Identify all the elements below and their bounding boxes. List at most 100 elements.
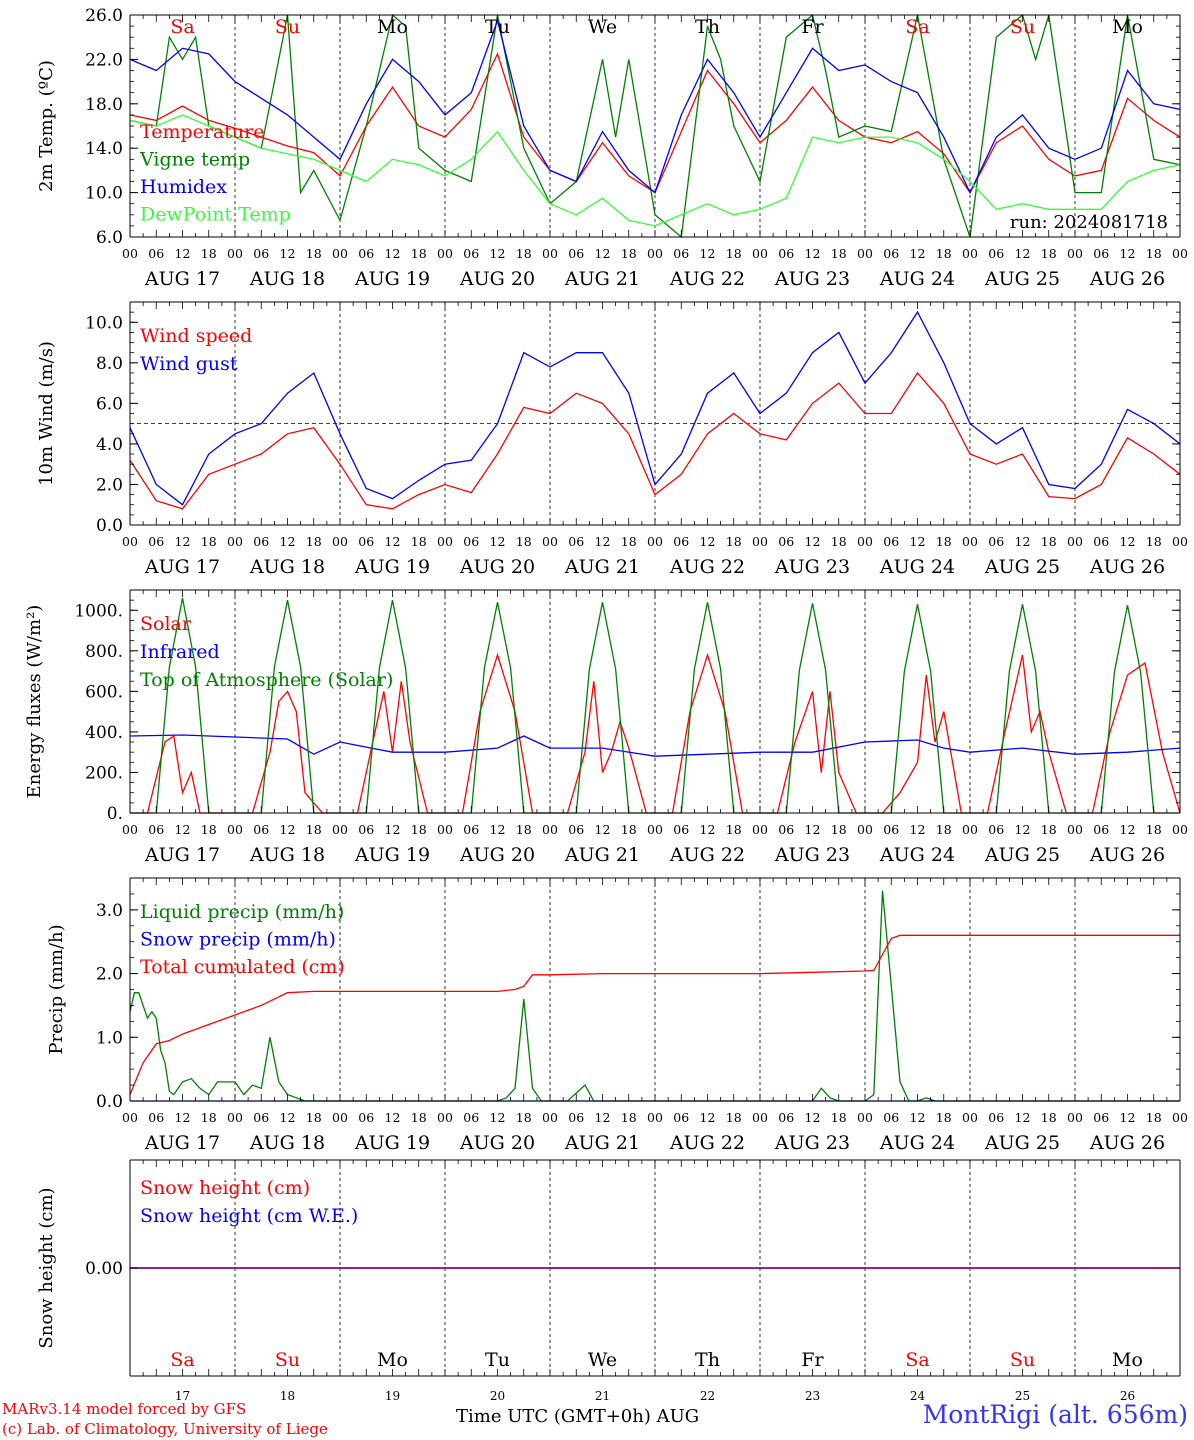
x-hour-label: 06 (148, 1110, 164, 1125)
x-hour-label: 06 (883, 246, 899, 261)
x-hour-label: 12 (910, 822, 926, 837)
x-hour-label: 18 (621, 246, 637, 261)
y-axis-label: Snow height (cm) (36, 1187, 57, 1348)
x-hour-label: 06 (988, 822, 1004, 837)
x-hour-label: 12 (595, 822, 611, 837)
x-hour-label: 18 (936, 534, 952, 549)
y-tick-label: 14.0 (85, 139, 123, 159)
y-tick-label: 2.0 (96, 475, 123, 495)
x-date-label: AUG 26 (1089, 268, 1165, 290)
x-hour-label: 12 (175, 822, 191, 837)
y-tick-label: 6.0 (96, 394, 123, 414)
x-hour-label: 18 (936, 822, 952, 837)
x-hour-label: 12 (595, 1110, 611, 1125)
x-hour-label: 00 (1172, 822, 1188, 837)
weekday-label: Th (695, 1349, 720, 1371)
day-number-label: 21 (595, 1389, 610, 1403)
x-hour-label: 12 (805, 822, 821, 837)
x-hour-label: 18 (621, 534, 637, 549)
x-hour-label: 18 (726, 246, 742, 261)
x-hour-label: 06 (778, 246, 794, 261)
x-hour-label: 12 (280, 534, 296, 549)
x-hour-label: 12 (1015, 246, 1031, 261)
x-hour-label: 18 (1146, 1110, 1162, 1125)
x-date-label: AUG 23 (774, 844, 850, 866)
x-date-label: AUG 20 (459, 556, 535, 578)
weekday-label: Th (695, 16, 720, 38)
x-hour-label: 00 (122, 1110, 138, 1125)
x-hour-label: 18 (306, 534, 322, 549)
x-date-label: AUG 23 (774, 1132, 850, 1154)
x-hour-label: 18 (1041, 1110, 1057, 1125)
x-hour-label: 06 (883, 822, 899, 837)
legend-entry: Infrared (140, 641, 220, 663)
x-hour-label: 00 (857, 822, 873, 837)
x-hour-label: 00 (962, 246, 978, 261)
series-line-infrared (129, 734, 1181, 757)
x-date-label: AUG 24 (879, 1132, 955, 1154)
y-tick-label: 18.0 (85, 95, 123, 115)
x-hour-label: 12 (1120, 246, 1136, 261)
x-hour-label: 00 (962, 534, 978, 549)
x-hour-label: 06 (1093, 822, 1109, 837)
weekday-label: Fr (801, 1349, 824, 1371)
x-hour-label: 00 (332, 1110, 348, 1125)
x-hour-label: 18 (411, 534, 427, 549)
legend-entry: Solar (140, 613, 192, 635)
y-tick-label: 0.00 (85, 1259, 123, 1279)
x-date-label: AUG 23 (774, 556, 850, 578)
day-number-label: 25 (1015, 1389, 1030, 1403)
x-date-label: AUG 25 (984, 268, 1060, 290)
day-number-label: 17 (175, 1389, 190, 1403)
series-line-humidex (129, 18, 1181, 195)
y-tick-label: 0.0 (96, 516, 123, 536)
x-hour-label: 06 (568, 822, 584, 837)
x-hour-label: 12 (175, 246, 191, 261)
x-date-label: AUG 21 (564, 844, 640, 866)
x-hour-label: 18 (411, 1110, 427, 1125)
x-hour-label: 18 (201, 246, 217, 261)
x-hour-label: 12 (805, 1110, 821, 1125)
x-hour-label: 00 (647, 822, 663, 837)
x-hour-label: 12 (490, 534, 506, 549)
x-hour-label: 00 (962, 1110, 978, 1125)
y-tick-label: 200. (85, 763, 123, 783)
x-hour-label: 06 (988, 534, 1004, 549)
x-hour-label: 12 (910, 534, 926, 549)
x-hour-label: 12 (595, 534, 611, 549)
x-hour-label: 18 (936, 1110, 952, 1125)
x-hour-label: 12 (1120, 534, 1136, 549)
weekday-label: We (588, 16, 617, 38)
x-hour-label: 06 (358, 246, 374, 261)
x-hour-label: 00 (542, 534, 558, 549)
x-hour-label: 18 (516, 1110, 532, 1125)
x-date-label: AUG 23 (774, 268, 850, 290)
x-hour-label: 00 (1172, 1110, 1188, 1125)
legend-entry: Liquid precip (mm/h) (140, 901, 344, 923)
x-hour-label: 18 (726, 534, 742, 549)
x-hour-label: 12 (700, 1110, 716, 1125)
x-hour-label: 00 (752, 534, 768, 549)
x-axis-title: Time UTC (GMT+0h) AUG (456, 1406, 699, 1427)
y-tick-label: 6.0 (96, 228, 123, 248)
legend-entry: Snow precip (mm/h) (140, 929, 336, 951)
x-hour-label: 06 (673, 1110, 689, 1125)
x-hour-label: 06 (778, 1110, 794, 1125)
x-hour-label: 12 (280, 822, 296, 837)
day-number-label: 23 (805, 1389, 820, 1403)
x-hour-label: 18 (831, 822, 847, 837)
day-number-label: 18 (280, 1389, 295, 1403)
x-date-label: AUG 22 (669, 556, 745, 578)
x-hour-label: 12 (700, 534, 716, 549)
legend-entry: Wind gust (140, 353, 238, 375)
y-axis-label: 10m Wind (m/s) (36, 341, 57, 486)
x-date-label: AUG 17 (144, 1132, 220, 1154)
y-tick-label: 10.0 (85, 184, 123, 204)
station-name: MontRigi (alt. 656m) (922, 1400, 1188, 1429)
day-number-label: 24 (910, 1389, 926, 1403)
x-hour-label: 18 (1146, 822, 1162, 837)
x-hour-label: 06 (778, 822, 794, 837)
x-hour-label: 12 (175, 1110, 191, 1125)
x-hour-label: 00 (857, 534, 873, 549)
x-hour-label: 00 (437, 822, 453, 837)
